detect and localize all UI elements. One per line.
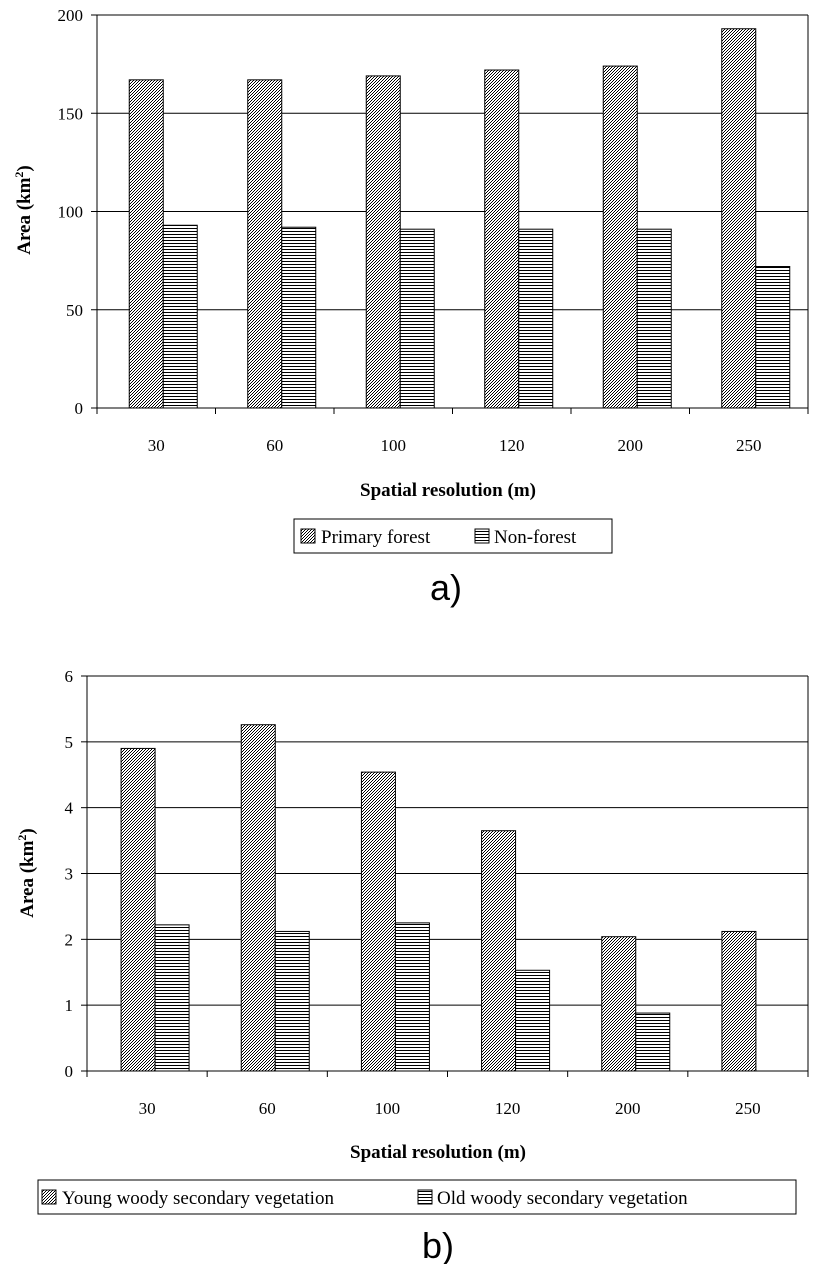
y-tick-label: 50 [66,301,83,320]
x-tick-label: 100 [375,1099,401,1118]
y-tick-label: 1 [65,996,74,1015]
y-tick-label: 100 [58,203,84,222]
x-axis-title-b: Spatial resolution (m) [350,1142,526,1163]
y-tick-label: 5 [65,733,74,752]
bar-series2-200 [635,1012,671,1072]
bar-series2-120 [515,969,551,1072]
bar-series1-60 [247,79,283,409]
bar-series2-200 [636,228,672,409]
x-ticks-a: 30 60 100 120 200 250 [96,408,809,455]
x-tick-label: 120 [495,1099,521,1118]
y-tick-label: 200 [58,6,84,25]
x-tick-label: 60 [259,1099,276,1118]
x-tick-label: 200 [618,436,644,455]
x-tick-label: 120 [499,436,525,455]
bar-series2-100 [394,922,430,1072]
chart-panel-a: 0 50 100 150 200 30 60 100 120 200 250 Area (km2)… [12,6,809,608]
y-axis-title-close: ) [14,165,35,171]
bar-series1-250 [721,28,757,409]
y-axis-title-main: Area (km [17,840,38,917]
bar-series2-30 [154,924,190,1072]
bar-series1-60 [240,724,276,1072]
legend-label-non-forest: Non-forest [494,527,577,548]
bar-series1-100 [365,75,401,409]
bars-a [128,28,791,409]
legend-swatch-young-woody [41,1189,57,1205]
y-tick-label: 2 [65,930,74,949]
bar-series1-30 [128,79,164,409]
y-tick-label: 4 [65,799,74,818]
y-ticks-a: 0 50 100 150 200 [58,6,97,418]
bar-series2-60 [281,226,317,409]
legend-swatch-non-forest [474,528,490,544]
y-axis-title-b: Area (km2) [15,828,38,918]
bar-series1-200 [601,936,637,1072]
legend-label-primary-forest: Primary forest [321,527,431,548]
x-tick-label: 30 [148,436,165,455]
bar-series1-100 [360,771,396,1072]
y-axis-title-sup: 2 [12,172,26,178]
y-tick-label: 150 [58,104,84,123]
bar-series1-30 [120,747,156,1072]
bar-series2-100 [399,228,435,409]
x-tick-label: 200 [615,1099,641,1118]
gridlines-b [87,675,808,1006]
bar-series2-30 [162,224,198,409]
legend-box-a [293,518,613,554]
x-tick-label: 250 [735,1099,761,1118]
y-tick-label: 3 [65,865,74,884]
y-ticks-b: 0 1 2 3 4 5 6 [65,667,87,1081]
y-tick-label: 0 [75,399,84,418]
bar-series2-120 [518,228,554,409]
y-tick-label: 6 [65,667,74,686]
bars-b [120,724,757,1072]
legend-label-young-woody: Young woody secondary vegetation [62,1188,334,1209]
legend-swatch-old-woody [417,1189,433,1205]
legend-label-old-woody: Old woody secondary vegetation [437,1188,688,1209]
y-axis-title-a: Area (km2) [12,165,35,255]
bar-series1-120 [484,69,520,409]
bar-series1-250 [721,930,757,1072]
y-axis-title-close: ) [17,828,38,834]
legend-box-b [37,1179,797,1215]
bar-series1-120 [481,830,517,1072]
y-tick-label: 0 [65,1062,74,1081]
x-ticks-b: 30 60 100 120 200 250 [86,1071,809,1118]
panel-label-a: a) [430,567,462,608]
x-tick-label: 250 [736,436,762,455]
panel-label-b: b) [422,1225,454,1264]
y-axis-title-sup: 2 [15,835,29,841]
legend-b: Young woody secondary vegetation Old woo… [37,1179,797,1215]
legend-swatch-primary-forest [300,528,316,544]
gridlines-a [97,14,808,311]
y-axis-title-main: Area (km [14,177,35,254]
legend-a: Primary forest Non-forest [293,518,613,554]
bar-series2-250 [755,266,791,409]
x-tick-label: 30 [139,1099,156,1118]
x-tick-label: 100 [381,436,407,455]
x-axis-title-a: Spatial resolution (m) [360,480,536,501]
x-tick-label: 60 [266,436,283,455]
bar-series1-200 [602,65,638,409]
bar-series2-60 [274,930,310,1072]
